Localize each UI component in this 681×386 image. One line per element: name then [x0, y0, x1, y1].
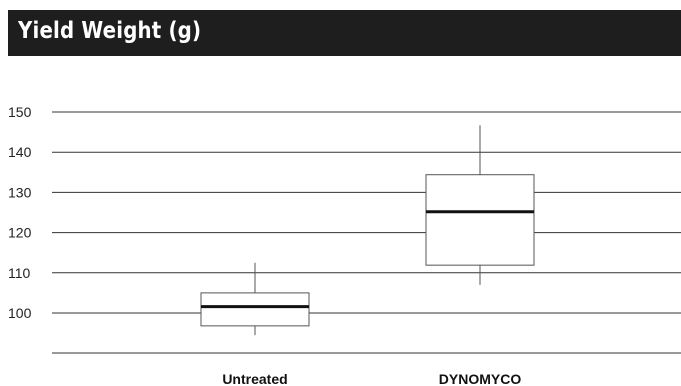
chart-title: Yield Weight (g) — [18, 18, 202, 44]
y-tick-label-130: 130 — [8, 184, 32, 200]
y-tick-label-120: 120 — [8, 225, 32, 241]
y-tick-label-150: 150 — [8, 104, 32, 120]
title-bar: Yield Weight (g) — [8, 10, 681, 56]
iqr-box — [425, 174, 535, 266]
y-tick-label-100: 100 — [8, 305, 32, 321]
y-tick-label-140: 140 — [8, 144, 32, 160]
box-dynomyco — [425, 125, 535, 285]
x-category-label-untreated: Untreated — [222, 371, 287, 386]
x-category-label-dynomyco: DYNOMYCO — [439, 371, 522, 386]
box-untreated — [200, 262, 310, 336]
iqr-box — [200, 292, 310, 327]
y-tick-label-110: 110 — [8, 265, 31, 281]
